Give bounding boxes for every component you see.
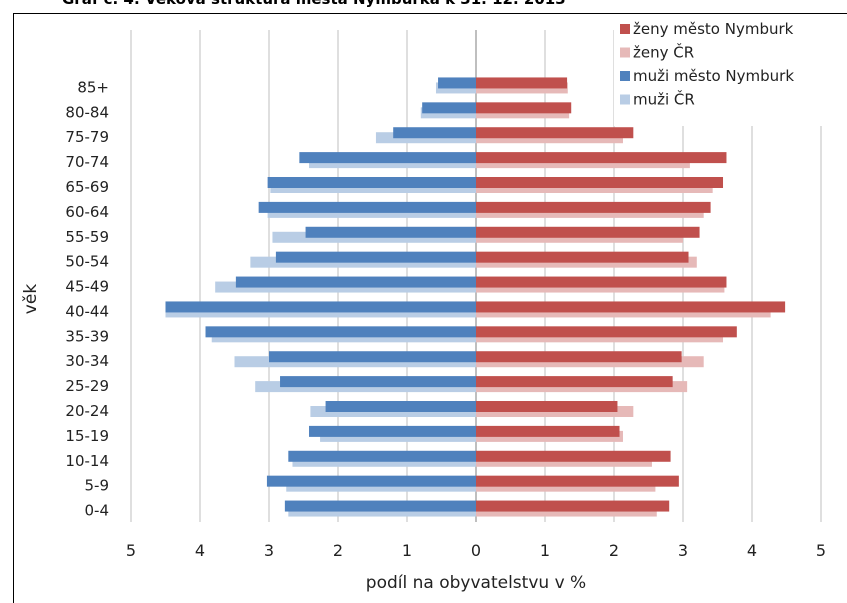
bar-muzi-nymburk bbox=[284, 500, 476, 512]
y-axis-title: věk bbox=[21, 284, 41, 315]
bar-zeny-nymburk bbox=[476, 201, 711, 213]
legend-swatch bbox=[620, 24, 630, 34]
chart-frame bbox=[13, 13, 847, 603]
bar-zeny-nymburk bbox=[476, 152, 727, 164]
y-tick-label: 10-14 bbox=[65, 452, 109, 470]
y-tick-label: 60-64 bbox=[65, 203, 109, 221]
x-tick-label: 5 bbox=[816, 541, 826, 560]
bar-zeny-nymburk bbox=[476, 276, 727, 288]
bar-zeny-nymburk bbox=[476, 127, 634, 139]
x-tick-label: 5 bbox=[126, 541, 136, 560]
legend-background bbox=[614, 14, 847, 126]
bar-zeny-nymburk bbox=[476, 376, 673, 388]
bar-zeny-nymburk bbox=[476, 77, 568, 89]
bar-muzi-nymburk bbox=[235, 276, 476, 288]
bar-muzi-nymburk bbox=[309, 425, 476, 437]
bar-muzi-nymburk bbox=[267, 177, 476, 188]
bar-zeny-nymburk bbox=[476, 226, 700, 238]
x-tick-label: 3 bbox=[264, 541, 274, 560]
bar-muzi-nymburk bbox=[205, 326, 476, 338]
bar-muzi-nymburk bbox=[280, 376, 476, 388]
y-tick-label: 20-24 bbox=[65, 402, 109, 420]
x-tick-label: 4 bbox=[747, 541, 757, 560]
y-tick-label: 80-84 bbox=[65, 103, 109, 121]
y-tick-label: 30-34 bbox=[65, 352, 109, 370]
x-tick-labels: 5 4 3 2 1 0 1 2 3 4 5 bbox=[126, 541, 826, 560]
bar-muzi-nymburk bbox=[438, 77, 476, 89]
y-tick-label: 50-54 bbox=[65, 253, 109, 271]
bar-muzi-nymburk bbox=[325, 401, 476, 412]
bar-zeny-nymburk bbox=[476, 251, 689, 263]
y-tick-label: 40-44 bbox=[65, 302, 109, 320]
x-tick-label: 1 bbox=[540, 541, 550, 560]
y-tick-label: 35-39 bbox=[65, 327, 109, 345]
bar-zeny-nymburk bbox=[476, 450, 671, 462]
x-tick-label: 2 bbox=[609, 541, 619, 560]
y-tick-label: 75-79 bbox=[65, 128, 109, 146]
bar-muzi-nymburk bbox=[269, 351, 476, 363]
chart-title: Graf č. 4: Věková struktura města Nymbur… bbox=[62, 0, 566, 8]
bar-muzi-nymburk bbox=[422, 102, 476, 114]
y-tick-label: 65-69 bbox=[65, 178, 109, 196]
bar-muzi-nymburk bbox=[258, 201, 476, 213]
bar-muzi-nymburk bbox=[165, 301, 476, 313]
y-tick-labels: 0-4 5-9 10-14 15-19 20-24 25-29 30-34 35-39 40-4… bbox=[65, 78, 109, 519]
y-tick-label: 15-19 bbox=[65, 427, 109, 445]
legend-label: ženy ČR bbox=[633, 43, 694, 62]
bar-muzi-nymburk bbox=[275, 251, 476, 263]
legend: ženy město Nymburk ženy ČR muži město Nymb… bbox=[614, 14, 847, 126]
x-tick-label: 1 bbox=[402, 541, 412, 560]
bar-zeny-nymburk bbox=[476, 351, 682, 363]
y-tick-label: 45-49 bbox=[65, 278, 109, 296]
x-tick-label: 0 bbox=[471, 541, 481, 560]
legend-swatch bbox=[620, 71, 630, 81]
y-tick-label: 0-4 bbox=[85, 502, 110, 520]
bar-zeny-nymburk bbox=[476, 425, 620, 437]
y-tick-label: 5-9 bbox=[85, 477, 110, 495]
bar-muzi-nymburk bbox=[299, 152, 476, 164]
bars-group bbox=[165, 77, 786, 517]
x-tick-label: 3 bbox=[678, 541, 688, 560]
legend-label: muži město Nymburk bbox=[633, 67, 794, 85]
legend-label: muži ČR bbox=[633, 90, 695, 109]
bar-muzi-nymburk bbox=[305, 226, 476, 238]
bar-zeny-nymburk bbox=[476, 500, 670, 512]
x-tick-label: 4 bbox=[195, 541, 205, 560]
bar-zeny-nymburk bbox=[476, 475, 679, 487]
bar-zeny-nymburk bbox=[476, 177, 724, 188]
y-tick-label: 25-29 bbox=[65, 377, 109, 395]
bar-muzi-nymburk bbox=[288, 450, 476, 462]
legend-label: ženy město Nymburk bbox=[633, 20, 794, 38]
bar-muzi-nymburk bbox=[393, 127, 476, 139]
legend-swatch bbox=[620, 47, 630, 58]
x-axis-title: podíl na obyvatelstvu v % bbox=[366, 573, 586, 593]
bar-zeny-nymburk bbox=[476, 326, 737, 338]
y-tick-label: 85+ bbox=[77, 78, 109, 96]
bar-muzi-nymburk bbox=[266, 475, 476, 487]
bar-zeny-nymburk bbox=[476, 301, 786, 313]
x-tick-label: 2 bbox=[333, 541, 343, 560]
y-tick-label: 70-74 bbox=[65, 153, 109, 171]
bar-zeny-nymburk bbox=[476, 102, 572, 114]
bar-zeny-nymburk bbox=[476, 401, 618, 412]
legend-swatch bbox=[620, 94, 630, 105]
y-tick-label: 55-59 bbox=[65, 228, 109, 246]
